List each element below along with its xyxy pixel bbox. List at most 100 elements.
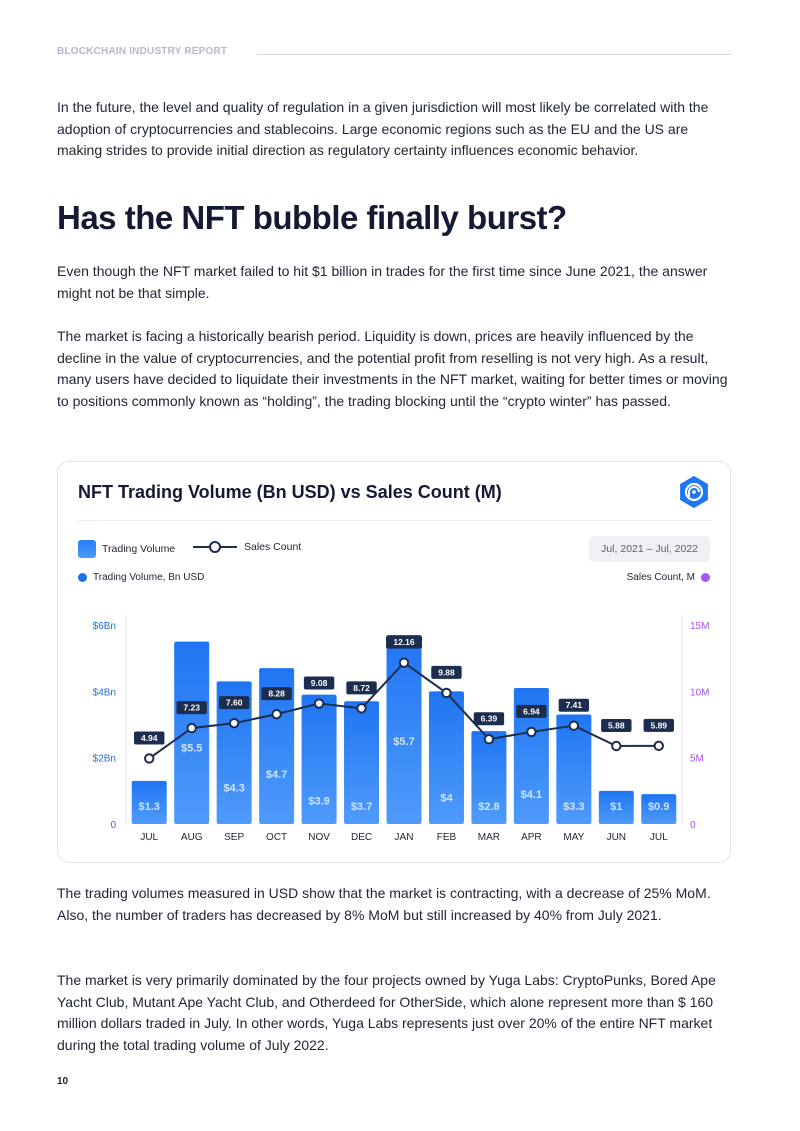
volume-bar xyxy=(513,688,549,824)
sales-point-label: 7.60 xyxy=(226,698,243,708)
sales-point-label: 8.28 xyxy=(268,689,285,699)
volume-bar-label: $5.7 xyxy=(393,736,414,748)
sales-point xyxy=(186,722,197,734)
page-number: 10 xyxy=(57,1076,69,1087)
sales-point xyxy=(313,698,325,709)
sales-point xyxy=(271,708,282,720)
sales-label-badge xyxy=(346,681,377,695)
volume-bar-label: $3.7 xyxy=(351,801,372,813)
combo-chart: 0 $2Bn $4Bn $6Bn 0 5M 10M 15M $1.3 $5.5 $4.3 $4.7 $3… xyxy=(93,615,709,843)
legend-volume: Trading Volume xyxy=(78,540,175,558)
header-rule xyxy=(257,54,732,55)
volume-bar-label: $3.9 xyxy=(308,796,329,808)
x-tick-label: OCT xyxy=(266,832,287,843)
left-tick-label: 0 xyxy=(110,820,116,831)
section-title: Has the NFT bubble finally burst? xyxy=(57,199,567,236)
legend-sales: Sales Count xyxy=(193,540,301,554)
volume-bar xyxy=(471,731,507,824)
sales-point-label: 7.23 xyxy=(183,703,200,713)
x-tick-label: DEC xyxy=(351,832,372,843)
sales-label-badge xyxy=(431,665,462,679)
volume-bar xyxy=(344,701,380,824)
report-header: BLOCKCHAIN INDUSTRY REPORT xyxy=(57,44,732,60)
volume-bar xyxy=(556,714,592,824)
paragraph-4: The market is very primarily dominated b… xyxy=(57,972,716,1054)
legend-volume-label: Trading Volume xyxy=(102,543,176,555)
sales-point xyxy=(144,753,155,764)
volume-bar-label: $1 xyxy=(610,801,622,813)
chart-card: NFT Trading Volume (Bn USD) vs Sales Cou… xyxy=(57,461,731,863)
legend-sales-label: Sales Count xyxy=(244,541,302,553)
volume-bar-label: $5.5 xyxy=(181,743,202,755)
sales-label-badge xyxy=(558,698,590,712)
volume-bar-label: $4.1 xyxy=(521,789,542,801)
volume-bar-label: $4.3 xyxy=(223,782,244,794)
volume-bar xyxy=(428,691,464,824)
sales-point-label: 9.08 xyxy=(311,678,328,688)
right-tick-label: 0 xyxy=(690,820,696,831)
volume-bar-label: $3.3 xyxy=(563,801,584,813)
x-tick-label: JUL xyxy=(650,832,668,843)
legend-line-swatch xyxy=(193,541,237,553)
x-tick-label: NOV xyxy=(308,832,330,843)
left-tick-label: $6Bn xyxy=(93,621,116,632)
volume-bar-label: $2.8 xyxy=(478,801,499,813)
sales-point-label: 6.39 xyxy=(481,714,498,724)
right-axis-dot xyxy=(701,573,710,582)
volume-bar-label: $4.7 xyxy=(266,769,287,781)
right-axis-label: Sales Count, M xyxy=(626,572,695,583)
volume-bar xyxy=(301,694,337,824)
right-tick-label: 15M xyxy=(690,621,709,632)
sales-point-label: 5.89 xyxy=(650,720,667,730)
report-title: BLOCKCHAIN INDUSTRY REPORT xyxy=(57,46,228,57)
intro-paragraph: In the future, the level and quality of … xyxy=(57,99,709,159)
sales-point-label: 9.88 xyxy=(438,667,455,677)
x-tick-label: FEB xyxy=(437,832,457,843)
left-axis-dot xyxy=(78,573,87,582)
sales-label-badge xyxy=(473,712,505,726)
x-tick-label: SEP xyxy=(224,832,244,843)
volume-bar-label: $0.9 xyxy=(648,801,669,813)
sales-point xyxy=(483,734,495,745)
sales-point-label: 7.41 xyxy=(566,700,583,710)
x-tick-label: JUN xyxy=(607,832,626,843)
sales-label-badge xyxy=(218,696,250,710)
left-axis-label: Trading Volume, Bn USD xyxy=(93,572,205,583)
sales-point-label: 6.94 xyxy=(523,706,540,716)
volume-bar xyxy=(216,681,252,824)
left-tick-label: $2Bn xyxy=(93,754,116,765)
sales-label-badge xyxy=(261,687,292,701)
sales-label-badge xyxy=(303,676,335,690)
volume-bar xyxy=(131,780,167,824)
sales-label-badge xyxy=(176,701,207,715)
left-axis-caption: Trading Volume, Bn USD xyxy=(78,572,204,583)
right-tick-label: 10M xyxy=(690,687,709,698)
sales-point xyxy=(653,740,664,752)
sales-point xyxy=(441,687,452,699)
sales-point xyxy=(568,720,580,731)
x-tick-label: AUG xyxy=(181,832,203,843)
sales-label-badge xyxy=(643,718,674,732)
chart-title: NFT Trading Volume (Bn USD) vs Sales Cou… xyxy=(78,482,502,502)
sales-point-label: 8.72 xyxy=(353,683,370,693)
sales-label-badge xyxy=(386,635,422,649)
card-divider xyxy=(78,520,712,521)
sales-point xyxy=(356,703,367,714)
paragraph-1: Even though the NFT market failed to hit… xyxy=(57,263,708,301)
volume-bar-label: $4 xyxy=(440,792,453,804)
x-tick-label: APR xyxy=(521,832,542,843)
x-tick-label: MAY xyxy=(563,832,584,843)
volume-bar xyxy=(259,668,295,824)
volume-bar xyxy=(386,634,422,824)
x-tick-label: MAR xyxy=(478,832,500,843)
right-tick-label: 5M xyxy=(690,754,704,765)
paragraph-2: The market is facing a historically bear… xyxy=(57,328,728,410)
sales-point-label: 5.88 xyxy=(608,720,625,730)
sales-label-badge xyxy=(134,731,165,745)
sales-point xyxy=(611,740,622,752)
right-axis-caption: Sales Count, M xyxy=(627,572,710,583)
sales-point xyxy=(228,717,240,729)
volume-bar xyxy=(641,794,677,824)
sales-label-badge xyxy=(601,718,632,732)
x-tick-label: JUL xyxy=(140,832,158,843)
